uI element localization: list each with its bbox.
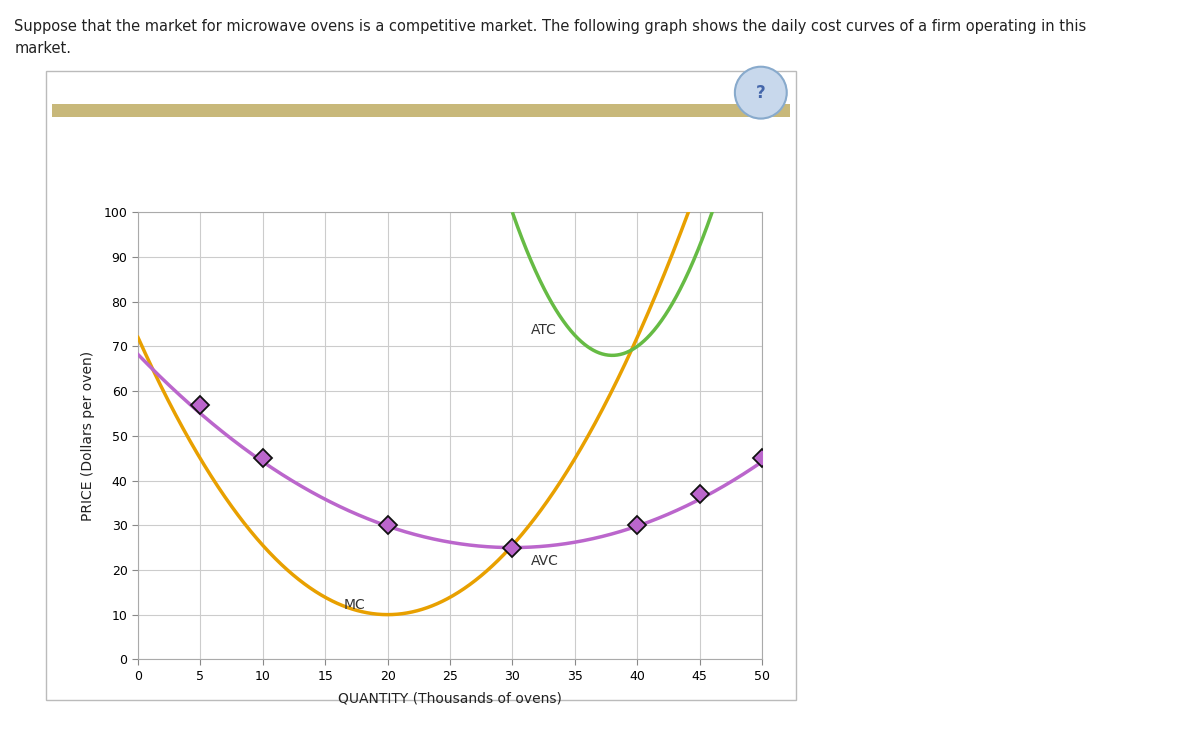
Y-axis label: PRICE (Dollars per oven): PRICE (Dollars per oven) bbox=[82, 351, 95, 521]
Text: ATC: ATC bbox=[532, 323, 557, 337]
Circle shape bbox=[734, 67, 787, 118]
Text: MC: MC bbox=[344, 598, 366, 612]
Text: ?: ? bbox=[756, 83, 766, 101]
X-axis label: QUANTITY (Thousands of ovens): QUANTITY (Thousands of ovens) bbox=[338, 691, 562, 705]
Text: Suppose that the market for microwave ovens is a competitive market. The followi: Suppose that the market for microwave ov… bbox=[14, 19, 1087, 34]
Text: AVC: AVC bbox=[532, 554, 559, 568]
Text: market.: market. bbox=[14, 41, 72, 56]
